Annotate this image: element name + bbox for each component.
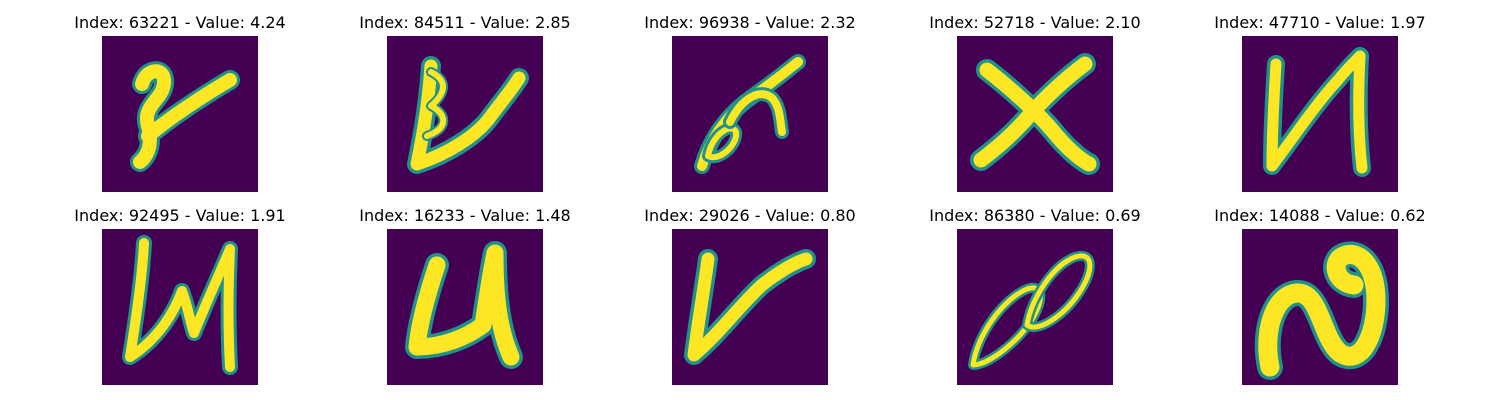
- panel-title: Index: 52718 - Value: 2.10: [929, 13, 1141, 32]
- panel-title: Index: 63221 - Value: 4.24: [74, 13, 286, 32]
- image-panel-1: Index: 63221 - Value: 4.24: [70, 12, 290, 202]
- image-panel-7: Index: 16233 - Value: 1.48: [355, 205, 575, 395]
- handwritten-glyph-image: [1242, 229, 1398, 385]
- panel-title: Index: 29026 - Value: 0.80: [644, 206, 856, 225]
- panel-title: Index: 92495 - Value: 1.91: [74, 206, 286, 225]
- image-panel-4: Index: 52718 - Value: 2.10: [925, 12, 1145, 202]
- handwritten-glyph-image: [387, 36, 543, 192]
- handwritten-glyph-image: [957, 36, 1113, 192]
- handwritten-glyph-image: [1242, 36, 1398, 192]
- image-panel-9: Index: 86380 - Value: 0.69: [925, 205, 1145, 395]
- handwritten-glyph-image: [672, 36, 828, 192]
- handwritten-glyph-image: [387, 229, 543, 385]
- handwritten-glyph-image: [102, 36, 258, 192]
- image-panel-10: Index: 14088 - Value: 0.62: [1210, 205, 1430, 395]
- image-panel-2: Index: 84511 - Value: 2.85: [355, 12, 575, 202]
- panel-title: Index: 16233 - Value: 1.48: [359, 206, 571, 225]
- panel-title: Index: 47710 - Value: 1.97: [1214, 13, 1426, 32]
- panel-title: Index: 86380 - Value: 0.69: [929, 206, 1141, 225]
- image-panel-6: Index: 92495 - Value: 1.91: [70, 205, 290, 395]
- handwritten-glyph-image: [102, 229, 258, 385]
- image-panel-8: Index: 29026 - Value: 0.80: [640, 205, 860, 395]
- image-panel-5: Index: 47710 - Value: 1.97: [1210, 12, 1430, 202]
- panel-title: Index: 96938 - Value: 2.32: [644, 13, 856, 32]
- panel-title: Index: 14088 - Value: 0.62: [1214, 206, 1426, 225]
- image-panel-3: Index: 96938 - Value: 2.32: [640, 12, 860, 202]
- handwritten-glyph-image: [957, 229, 1113, 385]
- handwritten-glyph-image: [672, 229, 828, 385]
- panel-title: Index: 84511 - Value: 2.85: [359, 13, 571, 32]
